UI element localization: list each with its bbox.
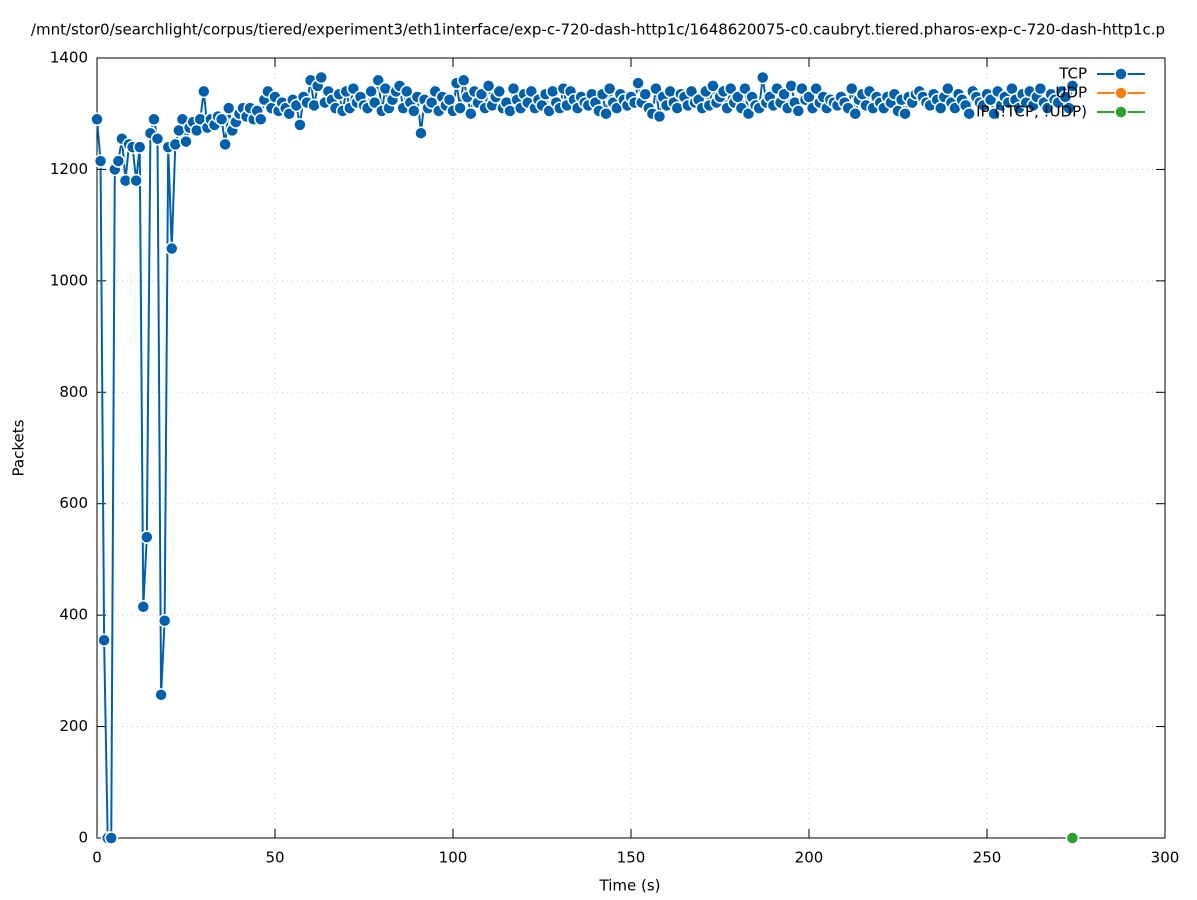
data-point xyxy=(1065,79,1080,93)
data-point xyxy=(129,173,143,188)
data-point xyxy=(456,73,471,88)
data-point xyxy=(111,154,126,168)
data-point xyxy=(254,112,268,127)
data-point xyxy=(941,81,955,96)
data-point xyxy=(649,81,663,96)
data-point xyxy=(442,93,457,107)
legend-marker xyxy=(1114,105,1128,119)
data-point xyxy=(481,79,496,93)
data-point xyxy=(599,106,613,121)
data-point xyxy=(314,70,329,85)
y-tick-label: 800 xyxy=(59,383,88,401)
data-point xyxy=(136,600,151,614)
x-tick-label: 150 xyxy=(617,849,646,867)
data-point xyxy=(844,81,859,96)
y-tick-label: 0 xyxy=(78,829,88,847)
data-point xyxy=(97,633,111,647)
data-point xyxy=(524,84,539,99)
data-point xyxy=(898,106,912,121)
data-point xyxy=(474,87,489,101)
data-point xyxy=(218,137,232,152)
data-point xyxy=(93,154,108,168)
data-point xyxy=(150,132,165,146)
legend-marker xyxy=(1114,86,1128,100)
data-point xyxy=(791,104,806,118)
data-point xyxy=(652,109,667,124)
y-tick-label: 1200 xyxy=(50,160,88,178)
data-point xyxy=(90,112,104,127)
data-point xyxy=(1065,831,1080,845)
legend-label: TCP xyxy=(1058,65,1087,83)
plot-border xyxy=(96,57,1166,839)
data-point xyxy=(809,81,823,96)
data-point xyxy=(140,530,154,544)
x-tick-label: 100 xyxy=(439,849,468,867)
data-point xyxy=(197,84,211,99)
y-tick-label: 1000 xyxy=(50,271,88,289)
x-tick-label: 50 xyxy=(265,849,284,867)
series-line xyxy=(96,73,1074,839)
data-point xyxy=(777,87,791,101)
data-point xyxy=(983,93,998,107)
y-tick-label: 1400 xyxy=(50,49,88,67)
data-point xyxy=(346,81,361,96)
data-point xyxy=(638,87,652,101)
chart-title: /mnt/stor0/searchlight/corpus/tiered/exp… xyxy=(31,21,1165,39)
data-point xyxy=(179,134,193,149)
y-tick-label: 600 xyxy=(59,494,88,512)
data-point xyxy=(132,140,147,154)
data-point xyxy=(631,76,645,90)
x-axis-label: Time (s) xyxy=(599,877,661,895)
data-point xyxy=(154,688,168,702)
data-point xyxy=(987,106,1001,121)
data-point xyxy=(1040,101,1055,115)
data-point xyxy=(1033,81,1048,96)
y-tick-label: 400 xyxy=(59,606,88,624)
data-point xyxy=(492,84,507,99)
data-point xyxy=(414,126,428,140)
y-axis-label: Packets xyxy=(10,419,28,476)
data-point xyxy=(464,106,478,121)
data-point xyxy=(293,118,307,132)
data-point xyxy=(602,81,617,96)
data-point xyxy=(282,106,296,121)
data-point xyxy=(962,106,976,121)
data-point xyxy=(407,104,421,118)
data-point xyxy=(755,70,770,85)
data-point xyxy=(221,101,236,115)
x-tick-label: 250 xyxy=(973,849,1002,867)
data-point xyxy=(738,81,752,96)
data-point xyxy=(706,79,720,93)
x-tick-label: 200 xyxy=(795,849,824,867)
x-tick-label: 0 xyxy=(92,849,102,867)
data-point xyxy=(453,101,467,115)
data-point xyxy=(367,95,382,110)
data-point xyxy=(157,613,172,628)
data-point xyxy=(104,831,118,845)
data-point xyxy=(214,112,229,127)
legend-marker xyxy=(1114,67,1128,81)
x-tick-label: 300 xyxy=(1151,849,1180,867)
data-point xyxy=(165,241,179,256)
data-point xyxy=(723,81,738,96)
legend-label: UDP xyxy=(1055,84,1087,102)
data-point xyxy=(364,84,378,99)
y-tick-label: 200 xyxy=(59,717,88,735)
data-point xyxy=(371,73,385,88)
data-point xyxy=(1062,101,1076,115)
data-point xyxy=(848,106,863,121)
legend-label: IP (!TCP, !UDP) xyxy=(976,103,1087,121)
data-point xyxy=(741,106,756,121)
data-point xyxy=(147,112,161,127)
